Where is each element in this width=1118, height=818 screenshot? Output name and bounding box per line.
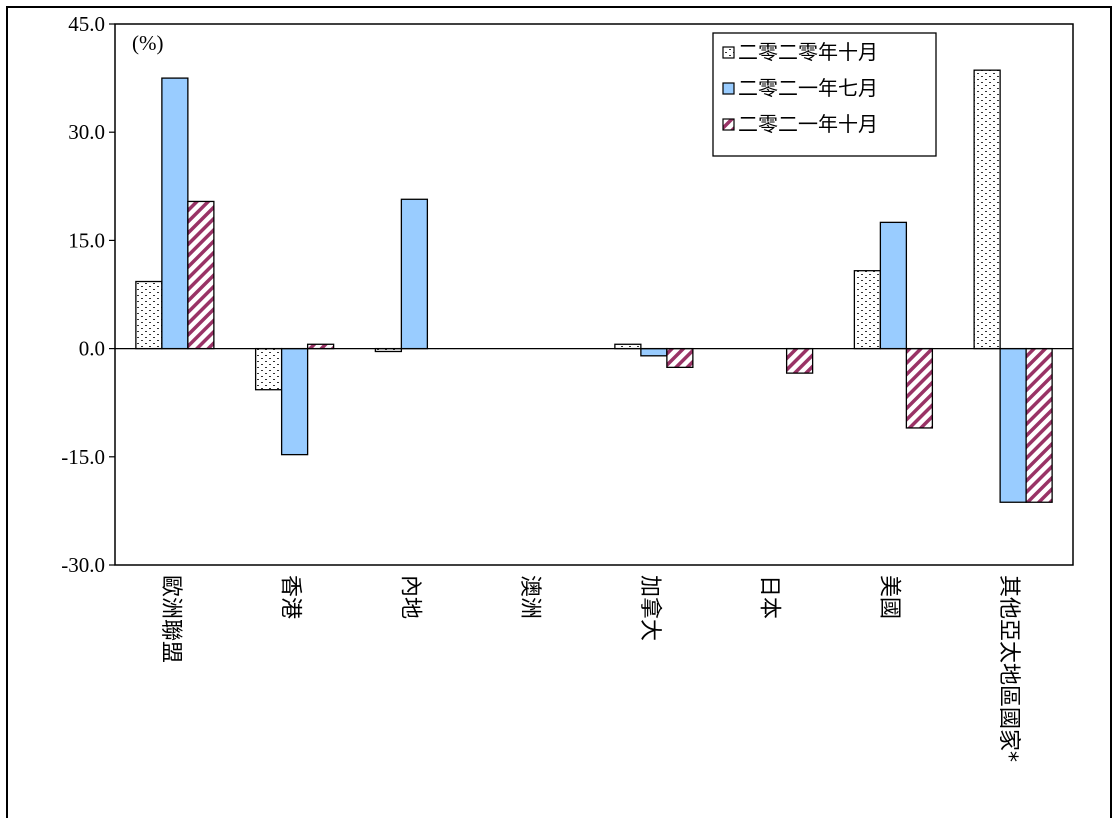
- legend-swatch: [722, 118, 735, 131]
- category-label: 歐洲聯盟: [158, 575, 183, 663]
- chart-frame: [6, 6, 1112, 818]
- category-label: 內地: [397, 575, 422, 619]
- y-tick-label: 30.0: [68, 120, 105, 144]
- category-label: 日本: [757, 575, 782, 619]
- bar: [640, 347, 668, 357]
- category-label: 其他亞太地區國家*: [996, 575, 1021, 762]
- legend-box: [712, 32, 937, 157]
- y-tick-label: 15.0: [68, 228, 105, 252]
- legend-label: 二零二一年十月: [738, 112, 878, 136]
- y-tick-label: 45.0: [68, 12, 105, 36]
- legend-swatch: [722, 46, 735, 59]
- bar: [999, 347, 1027, 503]
- bar: [785, 347, 814, 374]
- unit-label: (%): [132, 31, 163, 55]
- bar: [666, 347, 694, 369]
- legend-swatch: [722, 82, 735, 95]
- bar: [400, 198, 429, 350]
- bar: [187, 200, 215, 350]
- y-tick-label: -30.0: [61, 553, 105, 577]
- bar: [161, 77, 189, 350]
- bar: [280, 347, 309, 456]
- bar: [853, 270, 882, 350]
- bar: [973, 69, 1001, 350]
- bar: [879, 221, 908, 350]
- y-tick-label: 0.0: [79, 337, 105, 361]
- category-label: 香港: [278, 575, 303, 619]
- bar: [306, 343, 335, 350]
- legend-label: 二零二一年七月: [738, 76, 878, 100]
- category-label: 加拿大: [637, 575, 663, 641]
- bar: [135, 280, 163, 350]
- bar: [614, 343, 642, 350]
- plot-area: [114, 23, 1074, 566]
- bar: [1025, 347, 1053, 503]
- category-label: 澳洲: [517, 575, 542, 619]
- y-tick-label: -15.0: [61, 445, 105, 469]
- category-labels: 歐洲聯盟 香港 內地 澳洲 加拿大 日本 美國 其他亞太地區國家*: [158, 575, 1021, 762]
- y-axis: -30.0 -15.0 0.0 15.0 30.0 45.0: [61, 12, 115, 577]
- legend-label: 二零二零年十月: [738, 40, 878, 64]
- category-label: 美國: [876, 575, 901, 619]
- bar: [254, 347, 283, 391]
- bar: [905, 347, 934, 429]
